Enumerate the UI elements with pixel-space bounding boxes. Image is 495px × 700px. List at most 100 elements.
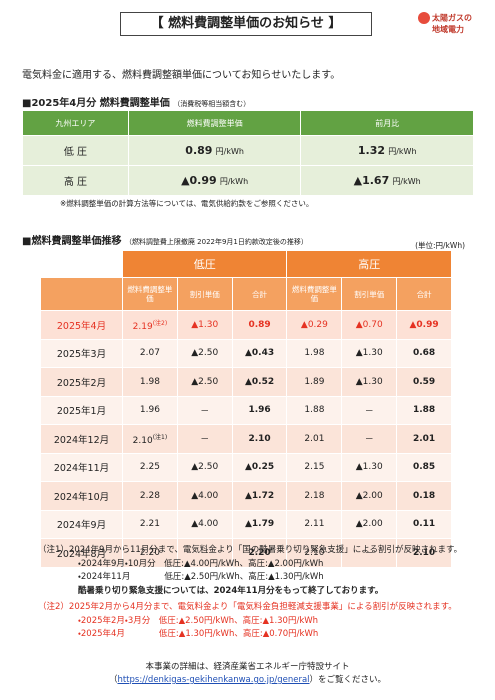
cell: 2.20 (122, 538, 178, 568)
logo-text: 太陽ガスの (432, 13, 472, 23)
cell: 0.68 (396, 338, 452, 368)
row: 低 圧 0.89 円/kWh 1.32 円/kWh (22, 135, 474, 166)
note2: （注2）2025年2月から4月分まで、電気料金より「電気料金負担軽減支援事業」に… (38, 601, 457, 642)
cell-text: 1.96 (139, 405, 160, 416)
cell-text: ▲1.79 (245, 519, 275, 530)
cell-text: ▲1.30 (355, 462, 383, 473)
cell-text: － (200, 435, 210, 446)
cell: 2.01 (396, 424, 452, 454)
month: 2025年4月 (40, 310, 123, 340)
footer-text: （ (108, 675, 118, 685)
month: 2024年12月 (40, 424, 123, 454)
cell-text: ▲1.30 (355, 348, 383, 359)
footer-text: ）をご覧ください。 (309, 675, 387, 685)
col-header: 割引単価 (176, 277, 233, 311)
cell-text: ▲0.52 (245, 376, 275, 387)
cell-text: ▲2.50 (191, 376, 219, 387)
cell: ▲0.99 円/kWh (127, 165, 302, 196)
row: 2024年8月 2.20 － 2.20 2.10 － 2.10 (40, 538, 452, 568)
cell: 0.59 (396, 367, 452, 397)
cell: 2.10 (231, 424, 288, 454)
note-line: ・2024年9月・10月分 低圧:▲4.00円/kWh、高圧:▲2.00円/kW… (78, 558, 324, 569)
cell: 0.89 (231, 310, 288, 340)
cell: ▲1.30 (341, 338, 398, 368)
cell: ▲0.70 (341, 310, 398, 340)
cell: 1.89 (286, 367, 343, 397)
cell-text: 2.11 (304, 519, 325, 530)
cell-text: ▲0.25 (245, 462, 275, 473)
cell-text: ▲1.72 (245, 490, 275, 501)
cell-text: － (364, 549, 374, 560)
row: 高 圧 ▲0.99 円/kWh ▲1.67 円/kWh (22, 165, 474, 196)
col-header: 前月比 (300, 110, 474, 136)
cell-text: 2.15 (304, 462, 325, 473)
note1: （注1）2024年9月から11月分まで、電気料金より「国の酷暑乗り切り緊急支援」… (38, 544, 462, 598)
unit: (単位:円/kWh) (415, 241, 465, 250)
month: 2024年8月 (40, 538, 123, 568)
heading-note: （消費税等相当額含む） (173, 100, 251, 108)
cell-text: ▲0.29 (300, 319, 328, 330)
cell-text: 2.01 (304, 433, 325, 444)
history-table: 低圧 高圧 燃料費調整単価 割引単価 合計 燃料費調整単価 割引単価 合計 2025年4月 2… (40, 250, 452, 568)
cell: 2.11 (286, 509, 343, 539)
row: 2024年9月 2.21 ▲4.00 ▲1.79 2.11 ▲2.00 0.11 (40, 509, 452, 539)
col-header: 燃料費調整単価 (286, 277, 343, 311)
month: 2024年11月 (40, 452, 123, 482)
cell-text: － (200, 406, 210, 417)
cell-text: 2024年9月 (56, 520, 107, 532)
cell-text: ▲1.30 (355, 376, 383, 387)
cell: ▲1.30 (176, 310, 233, 340)
col-header: 燃料費調整単価 (122, 277, 178, 311)
col-header: 燃料費調整単価 (127, 110, 302, 136)
logo: 太陽ガスの 地域電力 (418, 12, 472, 35)
cell-text: ▲0.43 (245, 348, 275, 359)
cell: ▲2.50 (176, 452, 233, 482)
cell: 2.20 (231, 538, 288, 568)
cell: 2.10 (396, 538, 452, 568)
value: ▲1.67 (353, 174, 390, 187)
cell: 1.98 (122, 367, 178, 397)
cell-text: 2.20 (248, 547, 271, 558)
note-line: ・2025年4月 低圧:▲1.30円/kWh、高圧:▲0.70円/kWh (78, 629, 319, 639)
cell: ▲4.00 (176, 481, 233, 511)
row: 2024年12月 2.10(注1) － 2.10 2.01 － 2.01 (40, 424, 452, 454)
cell-text: 2.10 (304, 547, 325, 558)
cell: ▲0.52 (231, 367, 288, 397)
col-header: 合計 (396, 277, 452, 311)
cell-text: 0.85 (412, 462, 436, 473)
cell-text: － (364, 435, 374, 446)
cell-text: 0.11 (412, 519, 436, 530)
month: 2024年10月 (40, 481, 123, 511)
cell: 2.10 (286, 538, 343, 568)
month: 2025年3月 (40, 338, 123, 368)
cell-text: 2024年8月 (56, 548, 107, 560)
cell-text: 0.59 (412, 376, 436, 387)
cell-text: 2.18 (304, 490, 325, 501)
cell: 1.98 (286, 338, 343, 368)
intro: 電気料金に適用する、燃料費調整額単価についてお知らせいたします。 (22, 70, 341, 81)
cell-text: ▲0.70 (355, 319, 383, 330)
unit: 円/kWh (392, 177, 421, 186)
footer-link[interactable]: https://denkigas-gekihenkanwa.go.jp/gene… (117, 675, 310, 685)
cell: － (176, 424, 233, 454)
note-line: （注2）2025年2月から4月分まで、電気料金より「電気料金負担軽減支援事業」に… (38, 602, 457, 612)
cell: 2.21 (122, 509, 178, 539)
cell: 0.18 (396, 481, 452, 511)
value: ▲0.99 (181, 174, 217, 187)
col-header: 九州エリア (22, 110, 129, 136)
cell-text: 2025年1月 (56, 406, 107, 418)
group-header: 低圧 (121, 250, 288, 278)
footer: 本事業の詳細は、経済産業省エネルギー庁特設サイト （https://denkig… (0, 661, 495, 687)
cell: 2.07 (122, 338, 178, 368)
cell-text: 2.19 (132, 321, 153, 332)
cell-text: 2024年10月 (53, 491, 110, 503)
note-line: （注1）2024年9月から11月分まで、電気料金より「国の酷暑乗り切り緊急支援」… (38, 545, 463, 555)
cell-text: 1.89 (304, 376, 325, 387)
value: 1.32 (357, 144, 386, 157)
cell: ▲2.50 (176, 338, 233, 368)
cell: 2.19(注2) (122, 310, 178, 340)
row: 2025年2月 1.98 ▲2.50 ▲0.52 1.89 ▲1.30 0.59 (40, 367, 452, 397)
note-ref: (注1) (152, 433, 168, 441)
cell-text: 2.01 (412, 433, 436, 444)
